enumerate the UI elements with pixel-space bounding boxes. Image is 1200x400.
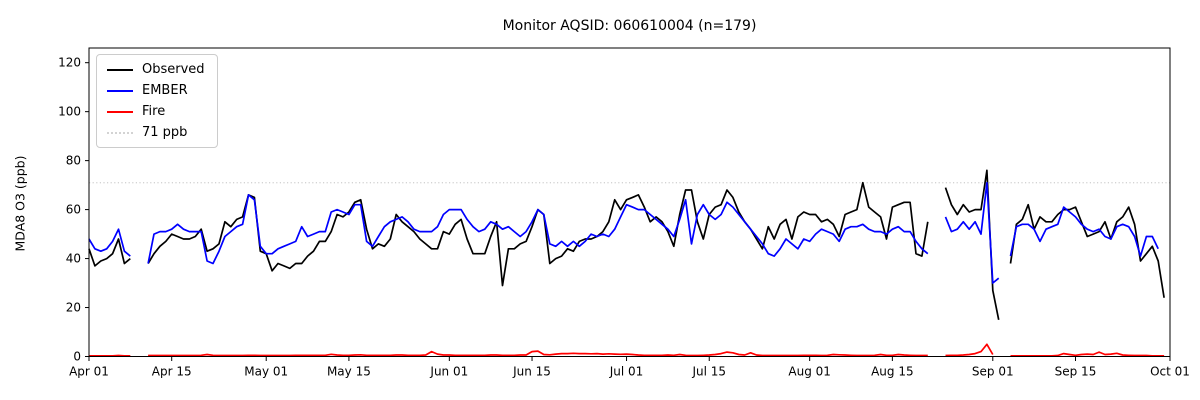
legend-entry-fire: Fire <box>107 104 205 119</box>
x-tick-label: May 01 <box>244 365 288 379</box>
x-tick-label: May 15 <box>327 365 371 379</box>
legend-label-fire: Fire <box>142 104 166 119</box>
y-tick-label: 60 <box>66 203 81 217</box>
y-tick-label: 100 <box>58 105 81 119</box>
y-axis-label: MDA8 O3 (ppb) <box>12 155 28 252</box>
y-tick-label: 0 <box>73 350 81 364</box>
y-tick-label: 80 <box>66 154 81 168</box>
legend-entry-ember: EMBER <box>107 83 205 98</box>
y-tick-label: 120 <box>58 56 81 70</box>
legend-swatch-ember <box>107 89 133 92</box>
y-tick-label: 20 <box>66 301 81 315</box>
plot-frame <box>88 47 1171 357</box>
legend: Observed EMBER Fire 71 ppb <box>96 54 218 148</box>
fire-line <box>89 343 1165 357</box>
x-tick-label: Apr 15 <box>152 365 192 379</box>
x-tick-label: Jul 01 <box>609 365 644 379</box>
x-tick-label: Jun 01 <box>429 365 468 379</box>
x-tick-label: Jul 15 <box>691 365 726 379</box>
legend-entry-threshold: 71 ppb <box>107 125 205 140</box>
legend-label-threshold: 71 ppb <box>142 125 188 140</box>
x-tick-label: Aug 01 <box>788 365 831 379</box>
legend-swatch-observed <box>107 68 133 71</box>
legend-swatch-fire <box>107 110 133 113</box>
chart-title: Monitor AQSID: 060610004 (n=179) <box>502 18 757 34</box>
x-tick-label: Sep 01 <box>972 365 1014 379</box>
x-tick-label: Jun 15 <box>512 365 551 379</box>
legend-entry-observed: Observed <box>107 62 205 77</box>
legend-swatch-threshold <box>107 131 133 134</box>
legend-label-observed: Observed <box>142 62 205 77</box>
observed-line <box>88 169 1165 320</box>
x-tick-label: Sep 15 <box>1055 365 1097 379</box>
x-tick-label: Aug 15 <box>871 365 914 379</box>
x-tick-label: Oct 01 <box>1150 365 1190 379</box>
legend-label-ember: EMBER <box>142 83 188 98</box>
x-tick-label: Apr 01 <box>69 365 109 379</box>
ember-line <box>88 181 1159 284</box>
y-tick-label: 40 <box>66 252 81 266</box>
